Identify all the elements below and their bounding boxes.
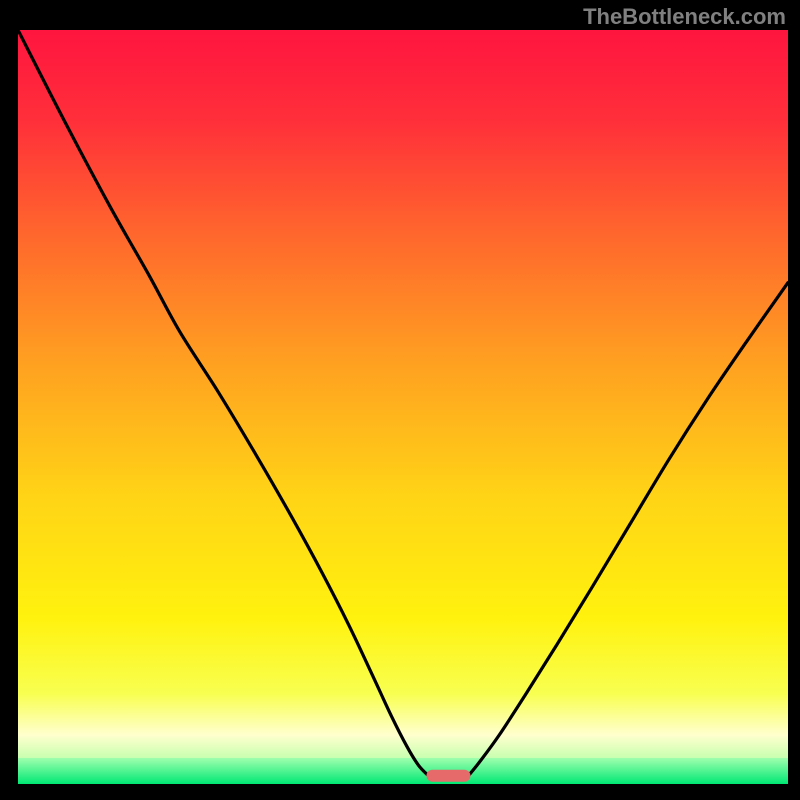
plot-area <box>18 30 788 784</box>
frame-right <box>788 0 800 800</box>
watermark-text: TheBottleneck.com <box>583 4 786 30</box>
curve-layer <box>18 30 788 784</box>
right-curve <box>468 283 788 776</box>
left-curve <box>18 30 428 776</box>
frame-left <box>0 0 18 800</box>
bottleneck-marker <box>427 769 470 781</box>
frame-bottom <box>0 784 800 800</box>
